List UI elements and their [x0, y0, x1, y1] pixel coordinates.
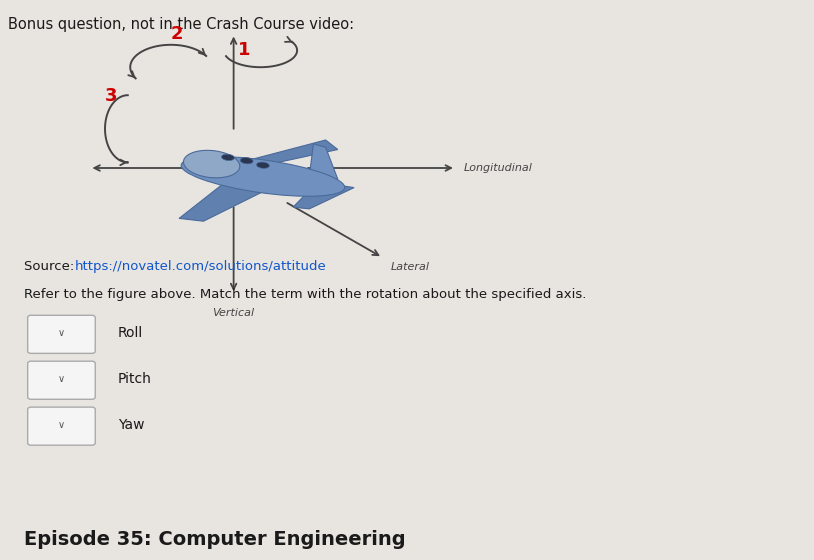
Polygon shape: [179, 174, 277, 221]
Text: Vertical: Vertical: [212, 308, 255, 318]
Ellipse shape: [256, 162, 269, 169]
Text: Episode 35: Computer Engineering: Episode 35: Computer Engineering: [24, 530, 406, 549]
Ellipse shape: [240, 157, 253, 164]
Text: ∨: ∨: [58, 328, 65, 338]
Text: 1: 1: [238, 41, 251, 59]
Text: 2: 2: [170, 25, 183, 43]
Polygon shape: [293, 182, 354, 209]
Text: Lateral: Lateral: [391, 262, 430, 272]
Ellipse shape: [221, 154, 234, 161]
FancyBboxPatch shape: [28, 407, 95, 445]
Ellipse shape: [183, 150, 240, 178]
Polygon shape: [309, 144, 338, 179]
Text: Source:: Source:: [24, 260, 79, 273]
FancyBboxPatch shape: [28, 315, 95, 353]
Text: 3: 3: [105, 87, 118, 105]
Polygon shape: [247, 140, 338, 168]
Text: Pitch: Pitch: [118, 372, 152, 386]
Text: Roll: Roll: [118, 326, 143, 340]
Text: ∨: ∨: [58, 374, 65, 384]
Text: Longitudinal: Longitudinal: [464, 163, 533, 173]
Text: https://novatel.com/solutions/attitude: https://novatel.com/solutions/attitude: [75, 260, 326, 273]
FancyBboxPatch shape: [28, 361, 95, 399]
Ellipse shape: [182, 157, 344, 196]
Text: Yaw: Yaw: [118, 418, 145, 432]
Text: ∨: ∨: [58, 420, 65, 430]
Text: Bonus question, not in the Crash Course video:: Bonus question, not in the Crash Course …: [8, 17, 354, 32]
Text: Refer to the figure above. Match the term with the rotation about the specified : Refer to the figure above. Match the ter…: [24, 288, 587, 301]
